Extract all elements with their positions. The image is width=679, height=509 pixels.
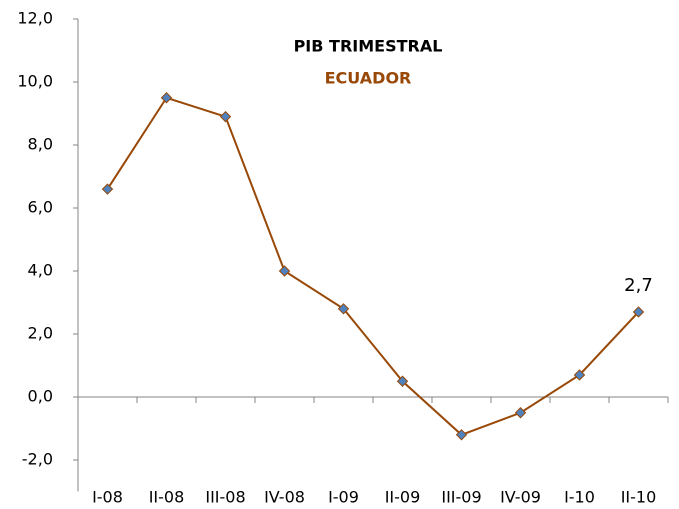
marker (278, 265, 291, 277)
x-tick-label: I-08 (92, 488, 123, 507)
y-tick-label: 0,0 (28, 387, 53, 406)
y-tick-label: 8,0 (28, 135, 53, 154)
x-tick-label: IV-09 (500, 488, 541, 507)
marker (632, 306, 645, 318)
marker (455, 429, 468, 441)
marker (101, 183, 114, 195)
y-tick-label: 2,0 (28, 324, 53, 343)
line (106, 96, 640, 436)
data-label: 2,7 (624, 275, 653, 296)
x-tick-label: IV-08 (264, 488, 305, 507)
x-tick-label: III-09 (441, 488, 481, 507)
y-tick-label: 10,0 (17, 72, 53, 91)
marker (219, 110, 232, 123)
marker (337, 303, 350, 315)
chart-title: PIB TRIMESTRAL (294, 37, 443, 56)
x-tick-label: II-10 (621, 488, 657, 507)
y-tick-label: 12,0 (17, 9, 53, 28)
y-tick-label: 4,0 (28, 261, 53, 280)
marker (514, 407, 527, 419)
y-tick-label: -2,0 (22, 450, 53, 469)
x-tick-label: II-09 (385, 488, 421, 507)
marker (573, 369, 586, 381)
x-tick-label: I-09 (328, 488, 359, 507)
x-tick-label: III-08 (205, 488, 245, 507)
x-tick-label: II-08 (149, 488, 185, 507)
marker (160, 92, 173, 104)
chart-subtitle: ECUADOR (325, 69, 412, 88)
x-tick-label: I-10 (564, 488, 595, 507)
marker (396, 375, 409, 387)
y-tick-label: 6,0 (28, 198, 53, 217)
